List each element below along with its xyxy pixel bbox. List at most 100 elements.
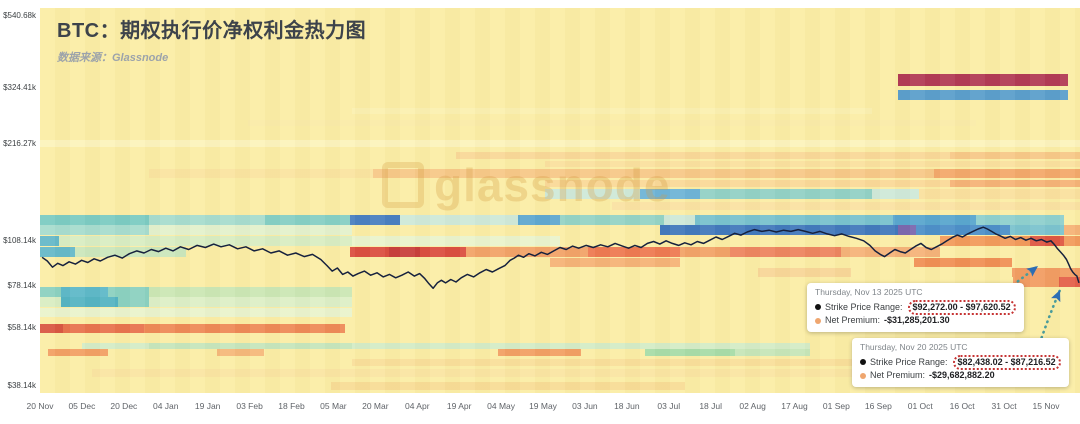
heat-cell-strike-58k[interactable] (62, 324, 144, 333)
heat-cell-strike-180k[interactable] (934, 169, 1080, 178)
heat-cell-strike-180k[interactable] (149, 169, 373, 178)
heat-cell-strike-71k[interactable] (60, 297, 118, 307)
heat-cell-strike-102k[interactable] (389, 247, 420, 257)
tooltip-date: Thursday, Nov 13 2025 UTC (815, 287, 923, 297)
heatmap-plot-area[interactable] (40, 8, 1080, 393)
heat-cell-strike-108k[interactable] (1030, 236, 1065, 246)
x-tick-label: 16 Sep (864, 401, 892, 411)
y-tick-label: $78.14k (7, 281, 36, 291)
heat-cell-strike-49k[interactable] (497, 349, 581, 356)
heat-cell-strike-102k[interactable] (840, 247, 940, 257)
heat-cell-strike-108k[interactable] (58, 236, 352, 246)
heat-cell-strike-108k[interactable] (939, 236, 1031, 246)
heat-cell-strike-71k[interactable] (149, 297, 352, 307)
heat-cell-strike-43k[interactable] (92, 369, 872, 377)
heat-cell-strike-117k[interactable] (1064, 225, 1080, 235)
x-tick-label: 05 Mar (320, 401, 347, 411)
heat-cell-strike-108k[interactable] (1064, 236, 1080, 246)
x-tick-label: 18 Jun (614, 401, 640, 411)
heat-cell-strike-117k[interactable] (149, 225, 352, 235)
strike-bullet-icon (860, 359, 866, 366)
x-tick-label: 02 Aug (739, 401, 766, 411)
heat-cell-strike-102k[interactable] (75, 247, 186, 257)
heat-cell-strike-125k[interactable] (560, 215, 664, 225)
heat-cell-strike-200k[interactable] (456, 152, 950, 159)
heat-cell-strike-158k[interactable] (640, 189, 701, 199)
heat-cell-strike-117k[interactable] (898, 225, 916, 235)
heat-cell-strike-125k[interactable] (892, 215, 976, 225)
heat-cell-strike-89k[interactable] (1012, 268, 1080, 277)
heat-cell-strike-125k[interactable] (976, 215, 1065, 225)
heat-cell-strike-51k[interactable] (81, 343, 810, 349)
heat-cell-strike-117k[interactable] (40, 225, 150, 235)
heat-cell-strike-158k[interactable] (918, 189, 1080, 199)
heat-cell-strike-125k[interactable] (149, 215, 265, 225)
heat-cell-strike-108k[interactable] (40, 236, 59, 246)
heat-cell-strike-125k[interactable] (399, 215, 519, 225)
heat-cell-strike-117k[interactable] (1010, 225, 1065, 235)
heat-cell-strike-180k[interactable] (372, 169, 935, 178)
heat-cell-strike-117k[interactable] (915, 225, 1011, 235)
heat-cell-strike-49k[interactable] (645, 349, 735, 356)
heat-cell-strike-66k[interactable] (40, 308, 352, 317)
heat-cell-strike-51k[interactable] (149, 343, 352, 349)
heat-cell-strike-102k[interactable] (588, 247, 680, 257)
heat-cell-strike-49k[interactable] (48, 349, 108, 356)
heat-cell-strike-58k[interactable] (144, 324, 345, 333)
heat-cell-strike-280k[interactable] (352, 108, 872, 114)
tooltip-nov-20: Thursday, Nov 20 2025 UTC Strike Price R… (852, 338, 1069, 387)
heat-cell-strike-170k[interactable] (950, 180, 1080, 187)
heat-cell-strike-96k[interactable] (549, 258, 680, 267)
tooltip-strike-row: Strike Price Range: $92,272.00 - $97,620… (815, 299, 1016, 315)
strike-bullet-icon (815, 304, 821, 311)
x-tick-label: 19 May (529, 401, 557, 411)
heat-cell-strike-49k[interactable] (734, 349, 810, 356)
heat-cell-strike-260k[interactable] (248, 120, 976, 126)
heat-cell-strike-170k[interactable] (545, 180, 950, 187)
heat-cell-strike-58k[interactable] (40, 324, 63, 333)
heat-cell-strike-125k[interactable] (518, 215, 560, 225)
heat-cell-strike-76k[interactable] (149, 287, 352, 297)
premium-label: Net Premium: (870, 370, 926, 380)
heat-cell-strike-200k[interactable] (950, 152, 1080, 159)
premium-bullet-icon (815, 317, 821, 324)
heat-cell-strike-306k[interactable] (898, 90, 1068, 100)
heat-cell-strike-102k[interactable] (419, 247, 467, 257)
heat-cell-strike-40k[interactable] (331, 382, 685, 390)
heat-cell-strike-76k[interactable] (107, 287, 150, 297)
heat-cell-strike-125k[interactable] (264, 215, 350, 225)
heat-cell-strike-102k[interactable] (679, 247, 730, 257)
heat-cell-strike-108k[interactable] (352, 236, 560, 246)
heat-cell-strike-102k[interactable] (40, 247, 76, 257)
y-tick-label: $216.27k (3, 139, 36, 149)
x-tick-label: 20 Mar (362, 401, 389, 411)
heat-cell-strike-83k[interactable] (1059, 277, 1080, 287)
heat-cell-strike-71k[interactable] (40, 297, 61, 307)
x-tick-label: 18 Feb (278, 401, 305, 411)
heat-cell-strike-125k[interactable] (695, 215, 893, 225)
heat-cell-strike-102k[interactable] (349, 247, 390, 257)
heatmap-pixel-texture (40, 8, 1080, 393)
heat-cell-strike-158k[interactable] (545, 189, 641, 199)
heat-cell-strike-76k[interactable] (40, 287, 61, 297)
heat-cell-strike-102k[interactable] (729, 247, 841, 257)
heat-cell-strike-102k[interactable] (466, 247, 589, 257)
heat-cell-strike-158k[interactable] (700, 189, 872, 199)
x-tick-label: 04 Jan (152, 401, 179, 411)
heat-cell-strike-46k[interactable] (352, 359, 904, 366)
heat-cell-strike-145k[interactable] (612, 202, 1080, 210)
heat-cell-strike-117k[interactable] (659, 225, 898, 235)
heat-cell-strike-125k[interactable] (664, 215, 696, 225)
heat-cell-strike-76k[interactable] (60, 287, 108, 297)
heat-cell-strike-89k[interactable] (757, 268, 852, 277)
x-tick-label: 16 Oct (949, 401, 975, 411)
heat-cell-strike-71k[interactable] (118, 297, 150, 307)
heat-cell-strike-340k[interactable] (898, 74, 1068, 86)
heat-cell-strike-96k[interactable] (913, 258, 1013, 267)
heat-cell-strike-125k[interactable] (349, 215, 400, 225)
heat-cell-strike-193k[interactable] (545, 161, 1080, 167)
heat-cell-strike-158k[interactable] (872, 189, 919, 199)
heat-cell-strike-125k[interactable] (40, 215, 150, 225)
heat-cell-strike-223k[interactable] (40, 140, 1080, 147)
heat-cell-strike-49k[interactable] (216, 349, 264, 356)
